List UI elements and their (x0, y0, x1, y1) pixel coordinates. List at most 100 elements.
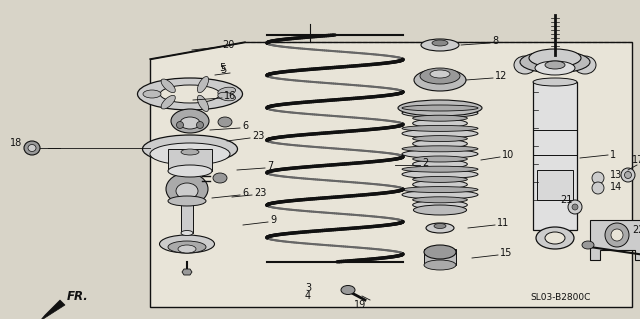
Text: 1: 1 (610, 150, 616, 160)
Ellipse shape (171, 109, 209, 133)
Text: 16: 16 (224, 91, 236, 101)
Bar (181, 203, 193, 233)
Ellipse shape (28, 145, 36, 152)
Ellipse shape (213, 173, 227, 183)
Ellipse shape (402, 146, 478, 152)
Text: 5: 5 (219, 63, 225, 73)
Text: 18: 18 (10, 138, 22, 148)
Text: 23: 23 (254, 188, 266, 198)
Ellipse shape (413, 180, 467, 189)
Text: 17: 17 (632, 155, 640, 165)
Ellipse shape (197, 95, 209, 112)
Bar (424, 249, 456, 265)
Ellipse shape (413, 176, 467, 182)
Ellipse shape (218, 117, 232, 127)
Ellipse shape (160, 85, 220, 103)
Bar (168, 149, 212, 171)
Text: 22: 22 (632, 225, 640, 235)
Ellipse shape (161, 79, 175, 93)
Ellipse shape (536, 227, 574, 249)
Circle shape (572, 204, 578, 210)
Text: 19: 19 (354, 300, 366, 310)
Polygon shape (590, 220, 640, 260)
Bar (537, 170, 573, 200)
Ellipse shape (424, 245, 456, 259)
Ellipse shape (413, 119, 467, 128)
Ellipse shape (168, 165, 212, 177)
Text: 7: 7 (267, 161, 273, 171)
Text: 15: 15 (500, 248, 513, 258)
Ellipse shape (150, 143, 230, 165)
Circle shape (592, 172, 604, 184)
Ellipse shape (434, 224, 446, 228)
Text: FR.: FR. (67, 290, 89, 303)
Ellipse shape (529, 49, 581, 67)
Ellipse shape (545, 61, 565, 69)
Ellipse shape (421, 39, 459, 51)
Text: 20: 20 (222, 40, 234, 50)
Ellipse shape (168, 241, 206, 253)
Ellipse shape (426, 223, 454, 233)
Ellipse shape (413, 136, 467, 142)
Circle shape (605, 223, 629, 247)
Ellipse shape (402, 150, 478, 158)
Ellipse shape (341, 286, 355, 294)
Ellipse shape (181, 201, 193, 205)
Ellipse shape (180, 117, 200, 129)
Text: 8: 8 (492, 36, 498, 46)
Ellipse shape (24, 141, 40, 155)
Ellipse shape (402, 166, 478, 172)
Ellipse shape (402, 109, 478, 117)
Polygon shape (182, 269, 192, 275)
Circle shape (592, 182, 604, 194)
Ellipse shape (574, 56, 596, 74)
Text: 5: 5 (220, 65, 227, 75)
Ellipse shape (168, 196, 206, 206)
Ellipse shape (582, 241, 594, 249)
Ellipse shape (520, 51, 590, 73)
Ellipse shape (197, 77, 209, 93)
Text: 10: 10 (502, 150, 515, 160)
Text: 13: 13 (610, 170, 622, 180)
Ellipse shape (432, 40, 448, 46)
Text: 3: 3 (305, 283, 311, 293)
Ellipse shape (196, 122, 204, 129)
Circle shape (611, 229, 623, 241)
Ellipse shape (161, 95, 175, 109)
Text: 11: 11 (497, 218, 509, 228)
Ellipse shape (398, 100, 482, 116)
Ellipse shape (414, 69, 466, 91)
Ellipse shape (218, 87, 236, 96)
Bar (533, 82, 577, 230)
Ellipse shape (621, 168, 635, 182)
Ellipse shape (177, 122, 184, 129)
Ellipse shape (514, 56, 536, 74)
Ellipse shape (625, 172, 632, 179)
Ellipse shape (413, 115, 467, 121)
Ellipse shape (535, 61, 575, 75)
Text: 23: 23 (252, 131, 264, 141)
Ellipse shape (420, 68, 460, 84)
Text: 14: 14 (610, 182, 622, 192)
Ellipse shape (402, 105, 478, 111)
Text: 21: 21 (560, 195, 572, 205)
Ellipse shape (181, 231, 193, 235)
Ellipse shape (143, 90, 161, 98)
Text: 12: 12 (495, 71, 508, 81)
Ellipse shape (413, 201, 467, 209)
Ellipse shape (218, 92, 236, 101)
Polygon shape (40, 300, 65, 319)
Text: 6: 6 (242, 121, 248, 131)
Text: 6: 6 (242, 188, 248, 198)
Ellipse shape (178, 245, 196, 253)
Ellipse shape (533, 78, 577, 86)
Text: 2: 2 (422, 158, 428, 168)
Ellipse shape (413, 160, 467, 168)
Ellipse shape (402, 187, 478, 193)
Ellipse shape (138, 78, 243, 110)
Ellipse shape (545, 232, 565, 244)
Circle shape (568, 200, 582, 214)
Ellipse shape (413, 156, 467, 162)
Ellipse shape (413, 197, 467, 203)
Ellipse shape (166, 173, 208, 205)
